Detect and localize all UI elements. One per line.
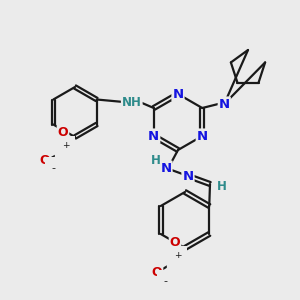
Text: N: N — [219, 98, 230, 110]
Text: O: O — [58, 125, 68, 139]
Text: NH: NH — [122, 95, 142, 109]
Text: N: N — [56, 146, 66, 160]
Text: +: + — [62, 142, 70, 151]
Text: N: N — [160, 161, 172, 175]
Text: O: O — [170, 236, 180, 248]
Text: +: + — [174, 251, 182, 260]
Text: -: - — [163, 276, 167, 286]
Text: -: - — [51, 163, 55, 173]
Text: O: O — [40, 154, 50, 167]
Text: N: N — [182, 169, 194, 182]
Text: O: O — [152, 266, 162, 280]
Text: N: N — [197, 130, 208, 142]
Text: N: N — [172, 88, 184, 100]
Text: H: H — [151, 154, 161, 166]
Text: H: H — [217, 179, 227, 193]
Text: N: N — [148, 130, 159, 142]
Text: N: N — [168, 256, 178, 269]
